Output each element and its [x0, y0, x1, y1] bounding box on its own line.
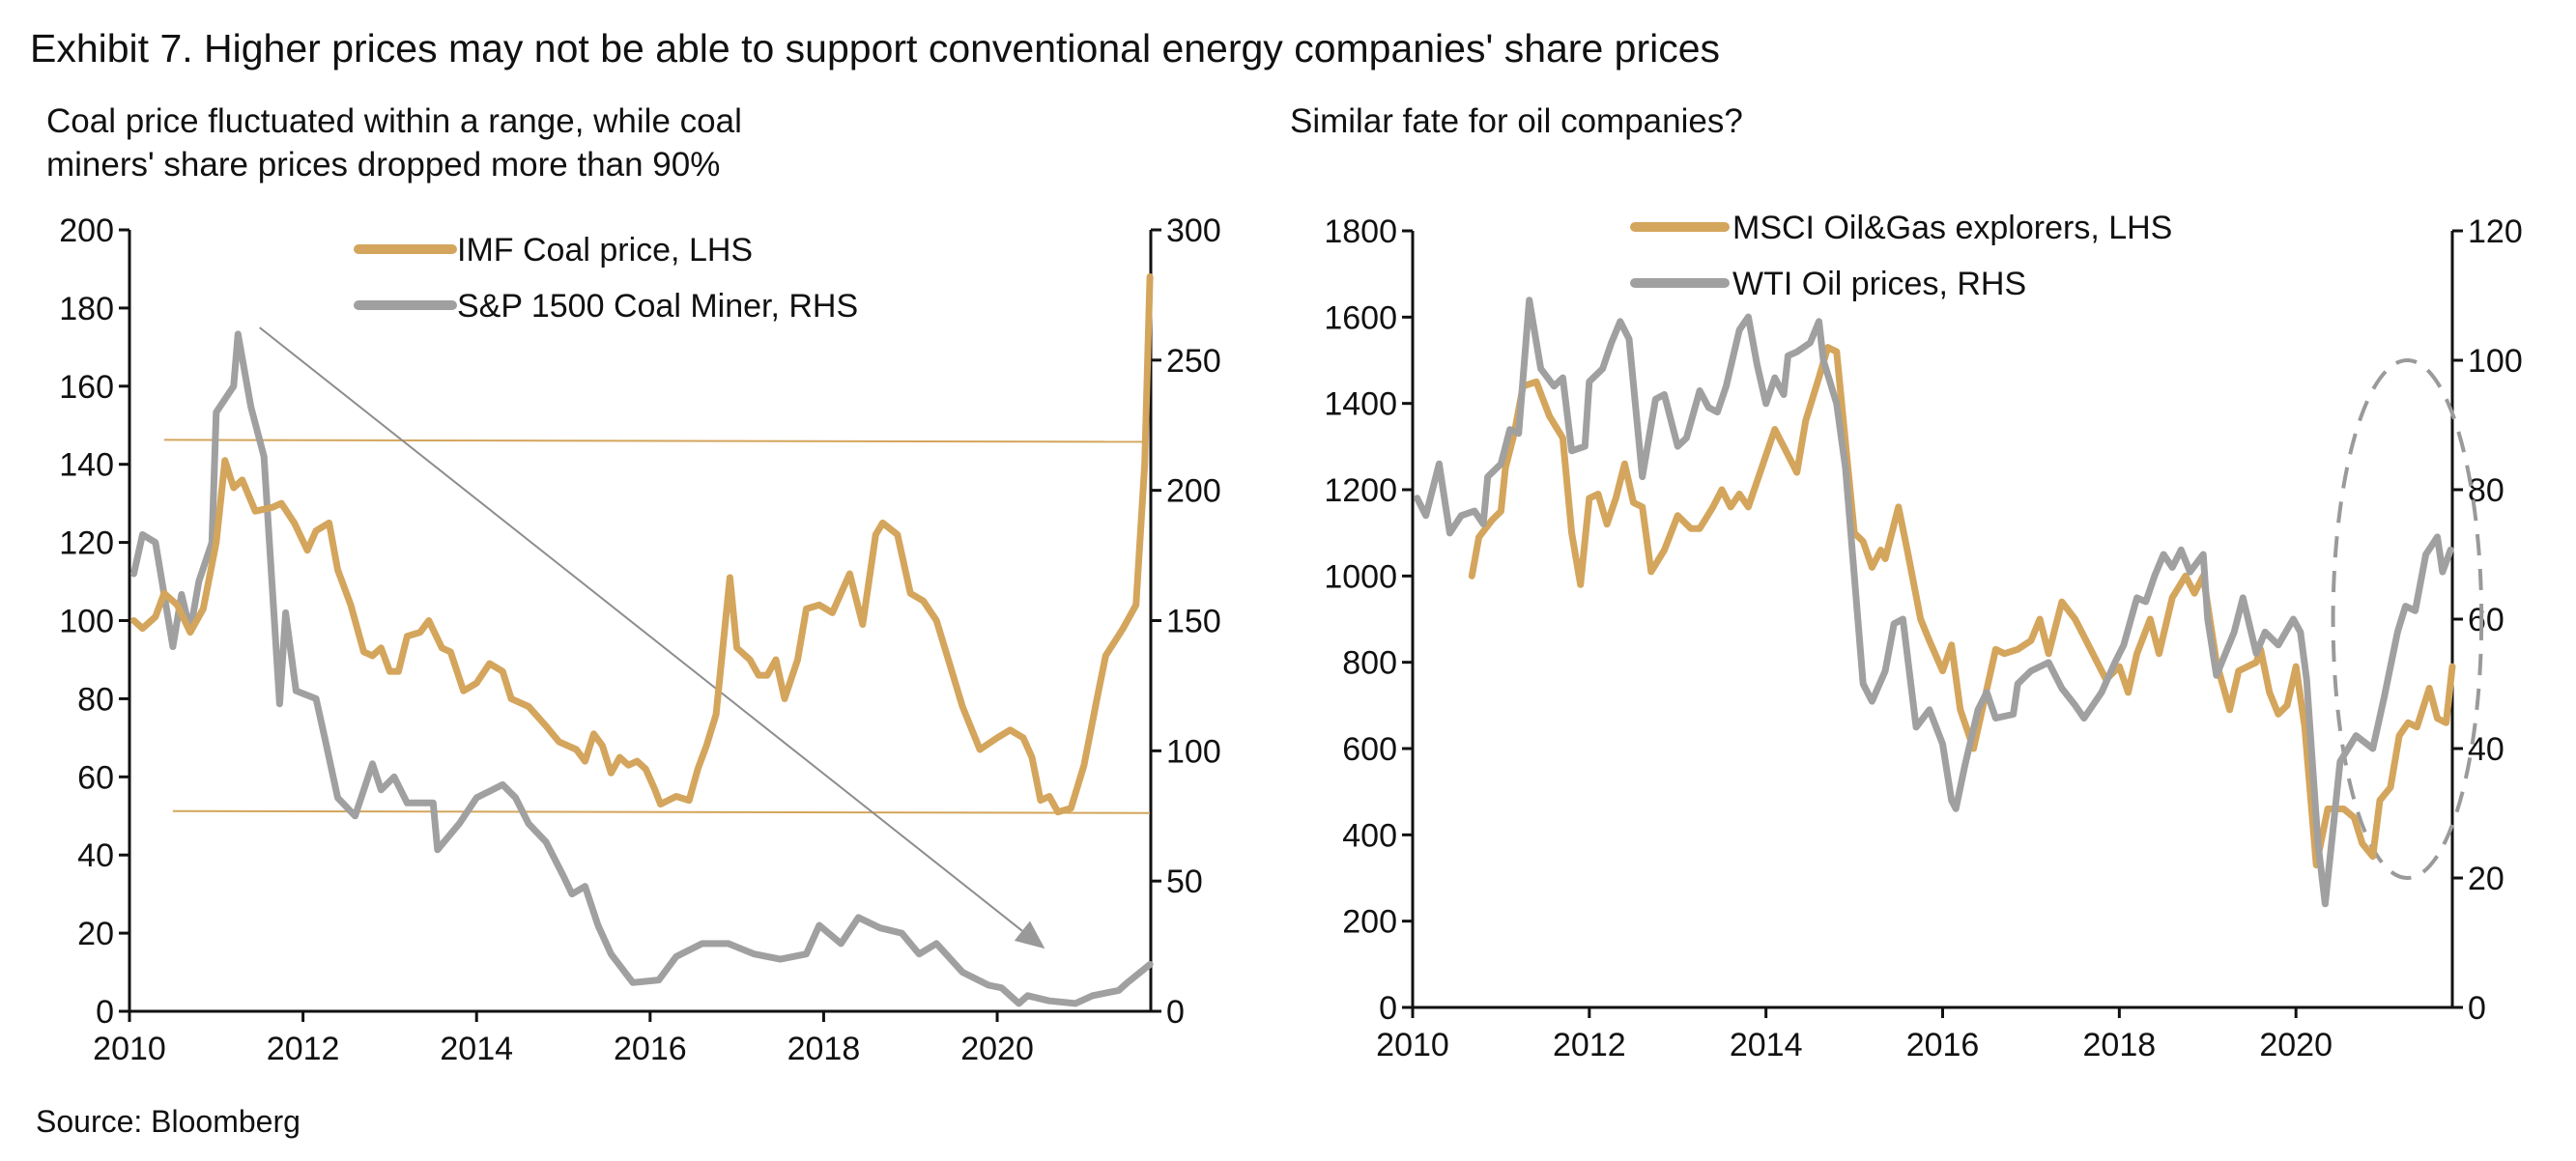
range-lower-line — [172, 809, 1151, 814]
y-tick-label-right: 150 — [1166, 604, 1221, 640]
legend-label-coal-miner: S&P 1500 Coal Miner, RHS — [457, 288, 858, 325]
y-tick-label-left: 60 — [77, 759, 114, 796]
y-tick-label-left: 200 — [1342, 904, 1397, 941]
series-line-msci-oil-gas-explorers-lhs — [1468, 344, 2456, 869]
trend-arrow-line — [259, 326, 1023, 932]
y-tick-label-left: 140 — [59, 447, 114, 484]
right-chart-subtitle: Similar fate for oil companies? — [1290, 102, 1743, 140]
y-tick-label-right: 20 — [2468, 861, 2504, 897]
y-tick-label-left: 160 — [59, 369, 114, 406]
x-tick-label: 2010 — [1376, 1027, 1449, 1063]
oil-chart: 0200400600800100012001400160018000204060… — [1324, 213, 2522, 1063]
legend-label-coal-price: IMF Coal price, LHS — [457, 232, 753, 269]
y-tick-label-left: 80 — [77, 681, 114, 718]
x-tick-label: 2012 — [267, 1031, 340, 1067]
series-line-imf-coal-price-lhs — [130, 273, 1154, 816]
y-tick-label-left: 600 — [1342, 731, 1397, 768]
y-tick-label-left: 1600 — [1324, 299, 1397, 336]
legend-label-wti: WTI Oil prices, RHS — [1732, 266, 2026, 302]
highlight-dashed-ellipse — [2331, 358, 2484, 880]
x-tick-label: 2016 — [614, 1031, 687, 1067]
x-tick-label: 2014 — [1730, 1027, 1803, 1063]
exhibit-title: Exhibit 7. Higher prices may not be able… — [30, 26, 1721, 71]
x-tick-label: 2012 — [1553, 1027, 1626, 1063]
y-tick-label-left: 200 — [59, 212, 114, 249]
y-tick-label-right: 200 — [1166, 473, 1221, 510]
x-tick-label: 2014 — [440, 1031, 513, 1067]
x-tick-label: 2018 — [787, 1031, 861, 1067]
x-tick-label: 2018 — [2083, 1027, 2157, 1063]
y-tick-label-left: 20 — [77, 916, 114, 952]
y-tick-label-right: 0 — [2468, 990, 2486, 1027]
y-tick-label-right: 250 — [1166, 343, 1221, 380]
y-tick-label-left: 1000 — [1324, 558, 1397, 595]
source-note: Source: Bloomberg — [36, 1104, 301, 1139]
y-tick-label-right: 300 — [1166, 212, 1221, 249]
x-tick-label: 2020 — [960, 1031, 1034, 1067]
series-line-wti-oil-prices-rhs — [1414, 297, 2454, 908]
y-tick-label-left: 100 — [59, 604, 114, 640]
x-tick-label: 2020 — [2259, 1027, 2333, 1063]
y-tick-label-left: 400 — [1342, 817, 1397, 854]
y-tick-label-right: 60 — [2468, 602, 2504, 638]
y-tick-label-left: 1400 — [1324, 386, 1397, 423]
x-tick-label: 2016 — [1906, 1027, 1980, 1063]
y-tick-label-right: 0 — [1166, 994, 1185, 1031]
left-chart-subtitle-line-1: Coal price fluctuated within a range, wh… — [46, 102, 742, 140]
y-tick-label-right: 100 — [2468, 343, 2523, 380]
y-tick-label-right: 100 — [1166, 733, 1221, 770]
legend-label-msci: MSCI Oil&Gas explorers, LHS — [1732, 210, 2172, 246]
y-tick-label-left: 40 — [77, 837, 114, 874]
y-tick-label-left: 0 — [96, 994, 114, 1031]
y-tick-label-right: 120 — [2468, 213, 2523, 250]
coal-legend: IMF Coal price, LHS S&P 1500 Coal Miner,… — [354, 232, 858, 325]
y-tick-label-left: 1200 — [1324, 472, 1397, 509]
coal-chart: 0 20 40 60 80 100 120 140 160 180 200 0 50 100 150 200 2… — [59, 212, 1220, 1067]
y-tick-label-left: 180 — [59, 291, 114, 327]
series-line-s-p-1500-coal-miner-rhs — [130, 330, 1154, 1007]
y-tick-label-left: 120 — [59, 525, 114, 562]
oil-legend: MSCI Oil&Gas explorers, LHS WTI Oil pric… — [1630, 210, 2172, 302]
x-tick-label: 2010 — [93, 1031, 166, 1067]
y-tick-label-left: 800 — [1342, 645, 1397, 682]
y-tick-label-left: 1800 — [1324, 213, 1397, 250]
range-upper-line — [163, 439, 1145, 443]
y-tick-label-right: 50 — [1166, 864, 1203, 900]
trend-arrow-head — [1014, 920, 1045, 949]
left-chart-subtitle-line-2: miners' share prices dropped more than 9… — [46, 146, 721, 184]
y-tick-label-left: 0 — [1379, 990, 1397, 1027]
